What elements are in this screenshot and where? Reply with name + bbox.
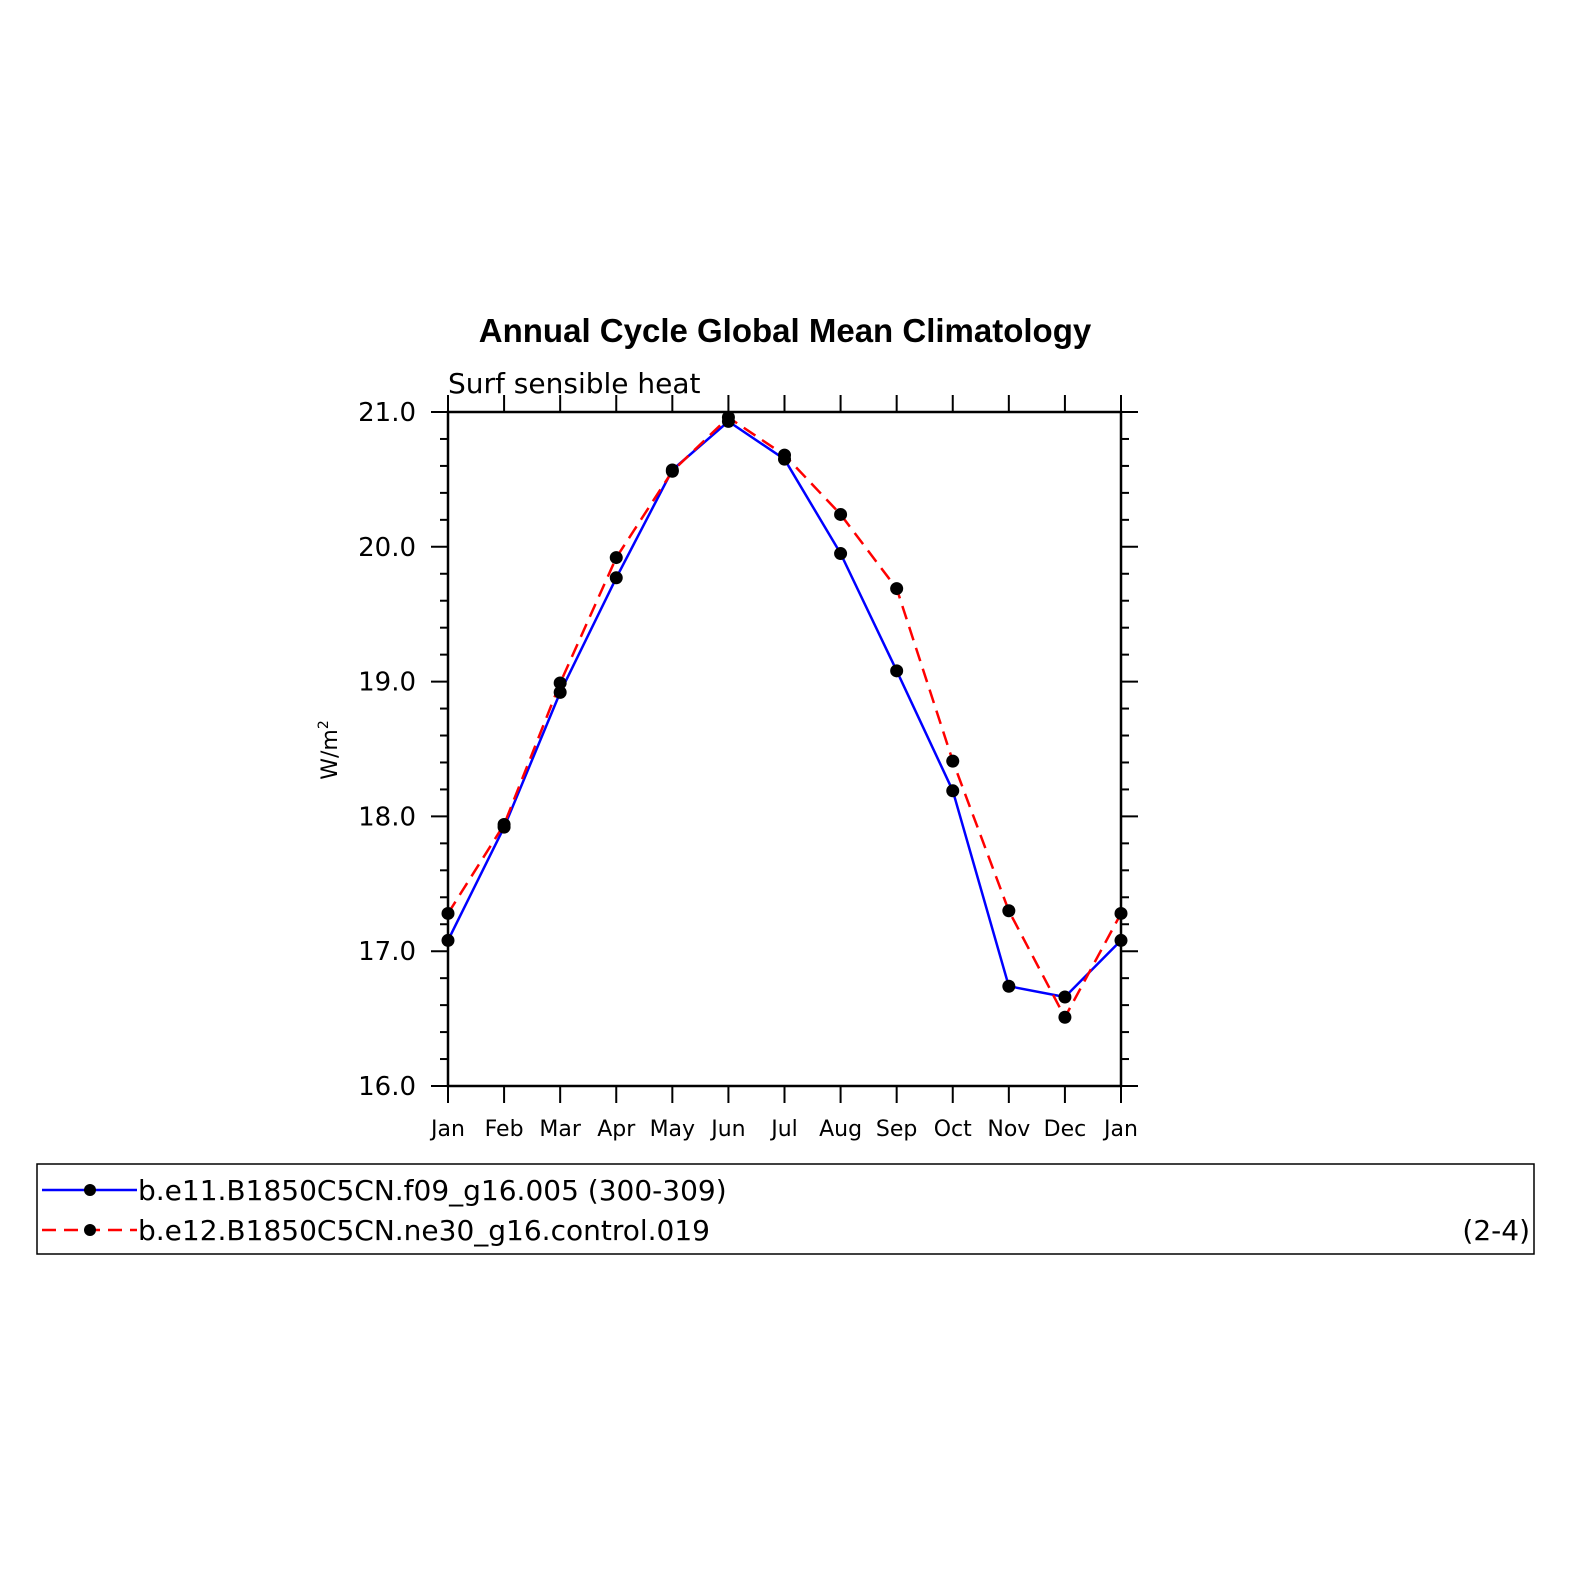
data-point-series-1 [553,685,567,699]
data-point-series-1 [834,547,848,561]
data-point-series-2 [721,410,735,424]
legend-marker-series-1 [84,1184,96,1196]
legend: b.e11.B1850C5CN.f09_g16.005 (300-309) b.… [36,1163,1535,1255]
data-point-series-2 [890,582,904,596]
data-point-series-1 [1002,979,1016,993]
x-tick-label: Nov [987,1117,1030,1142]
y-tick-label: 16.0 [358,1072,416,1102]
y-axis-label: W/m2 [316,720,343,780]
data-point-series-2 [1002,904,1016,918]
x-tick-label: May [650,1117,695,1142]
y-axis-label-text: W/m [318,729,343,780]
data-point-series-2 [609,551,623,565]
y-tick-label: 19.0 [358,668,416,698]
data-point-series-2 [778,448,791,462]
data-point-series-2 [553,676,567,690]
legend-label-series-1: b.e11.B1850C5CN.f09_g16.005 (300-309) [138,1174,727,1207]
x-tick-label: Feb [485,1117,524,1142]
y-tick-label: 20.0 [358,533,416,563]
data-point-series-2 [1058,1010,1072,1024]
plot-axes: 16.0 17.0 18.0 19.0 20.0 21.0 Jan Feb Mar Apr May J… [358,395,1138,1142]
legend-box [36,1163,1535,1255]
y-axis-label-superscript: 2 [316,720,332,729]
y-tick-label: 21.0 [358,398,416,428]
data-point-series-1 [946,784,960,798]
legend-extra-label: (2-4) [1462,1214,1530,1247]
x-tick-label: Jul [769,1117,798,1142]
series-layer [441,410,1128,1024]
y-tick-label: 17.0 [358,937,416,967]
data-point-series-2 [834,507,848,521]
data-point-series-1 [1114,933,1128,947]
data-point-series-1 [609,571,623,585]
x-tick-label: Aug [819,1117,862,1142]
plot-frame [446,410,1123,1088]
x-tick-label: Jan [1102,1117,1138,1142]
x-tick-label: Jun [709,1117,745,1142]
data-point-series-1 [441,933,455,947]
x-tick-label: Oct [934,1117,972,1142]
data-point-series-2 [497,817,511,831]
y-tick-label: 18.0 [358,802,416,832]
data-point-series-2 [441,906,455,920]
data-point-series-2 [1114,906,1128,920]
x-tick-label: Apr [597,1117,636,1142]
data-point-series-1 [1058,990,1072,1004]
data-point-series-2 [946,754,960,768]
x-tick-label: Jan [429,1117,465,1142]
x-tick-label: Mar [539,1117,581,1142]
chart-subtitle: Surf sensible heat [448,367,701,400]
chart-title: Annual Cycle Global Mean Climatology [479,312,1092,349]
x-tick-label: Sep [876,1117,917,1142]
legend-marker-series-2 [84,1224,96,1236]
data-point-series-1 [890,664,904,678]
legend-label-series-2: b.e12.B1850C5CN.ne30_g16.control.019 [138,1214,710,1247]
svg-text:W/m2: W/m2 [316,720,343,780]
x-tick-label: Dec [1044,1117,1087,1142]
data-point-series-2 [665,464,679,478]
